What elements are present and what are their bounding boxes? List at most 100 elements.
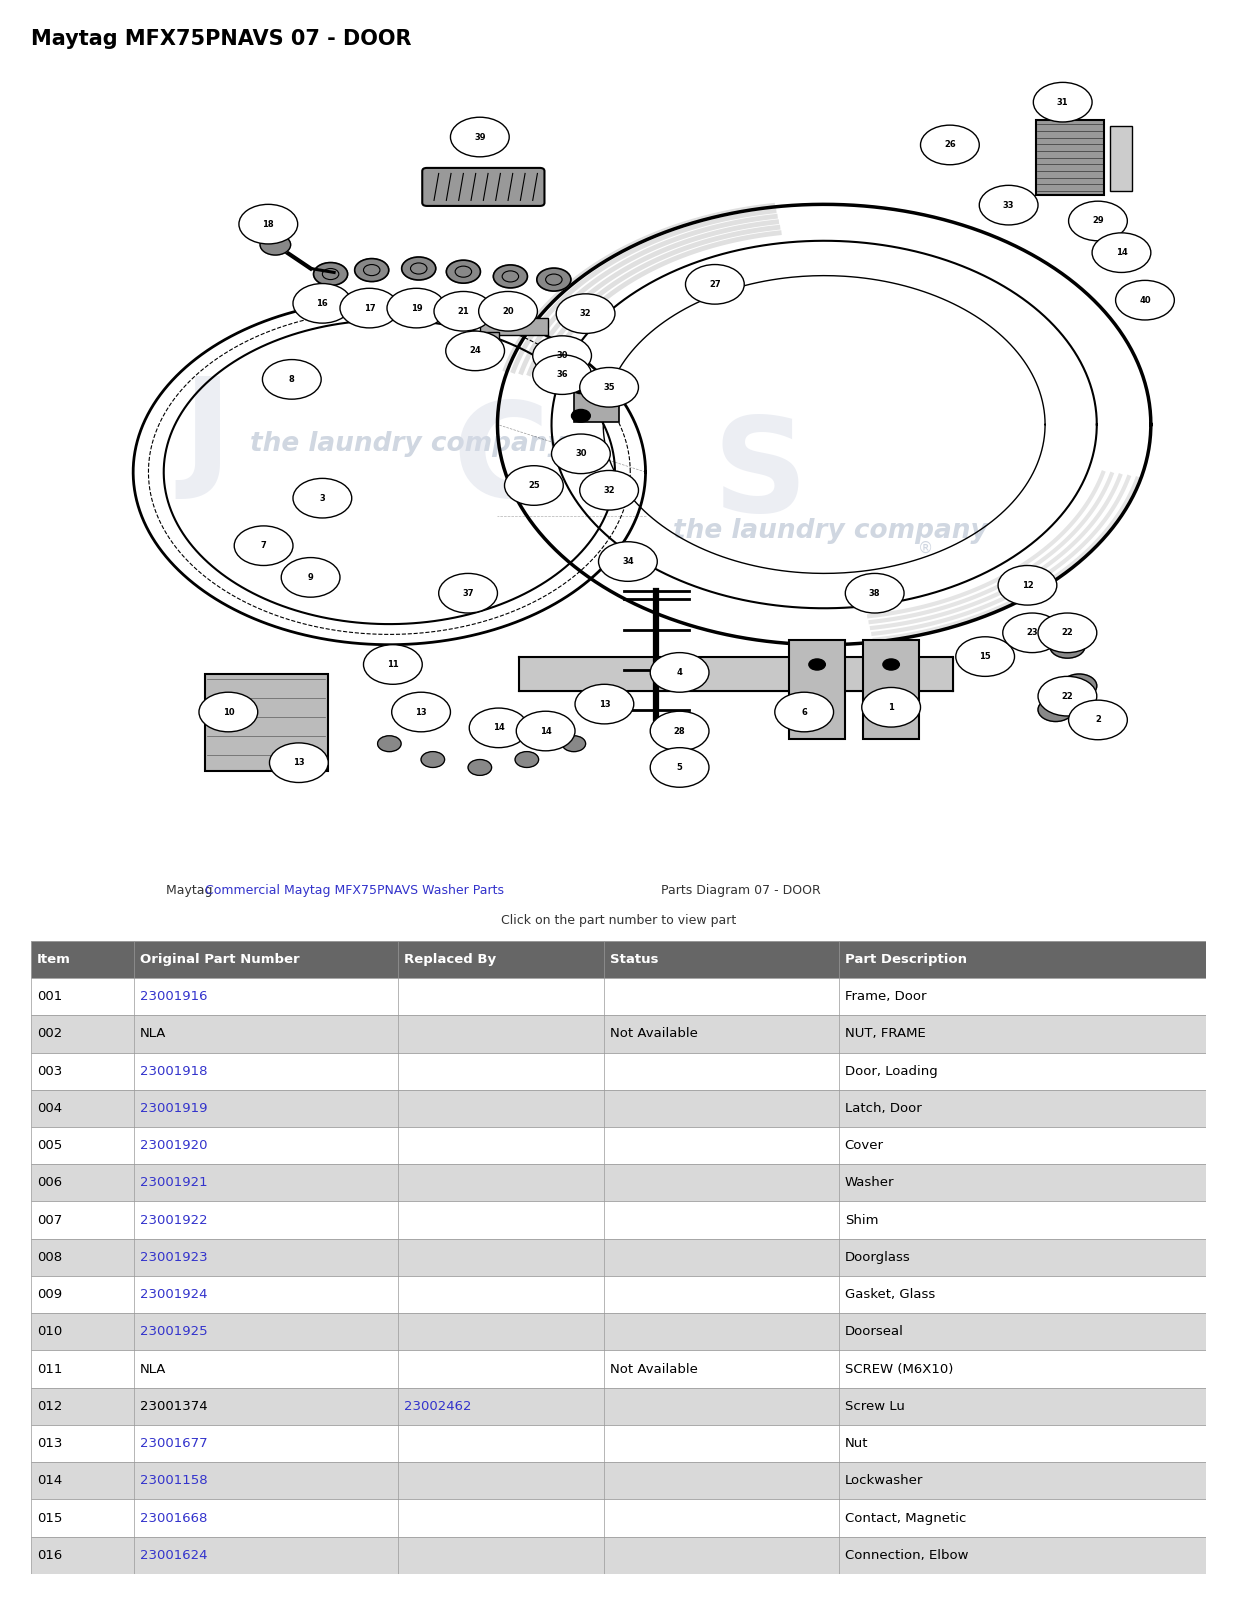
Text: Not Available: Not Available <box>610 1027 698 1040</box>
Text: Item: Item <box>37 954 71 966</box>
Bar <box>574 381 618 422</box>
Text: 1: 1 <box>888 702 894 712</box>
Text: 14: 14 <box>539 726 552 736</box>
Text: 16: 16 <box>317 299 328 307</box>
Text: 30: 30 <box>557 350 568 360</box>
Text: 33: 33 <box>1003 200 1014 210</box>
Text: 012: 012 <box>37 1400 62 1413</box>
Text: the laundry company: the laundry company <box>250 432 564 458</box>
Circle shape <box>1003 613 1061 653</box>
Circle shape <box>883 701 899 712</box>
Circle shape <box>537 269 571 291</box>
Text: Nut: Nut <box>845 1437 868 1450</box>
Text: 40: 40 <box>1139 296 1150 304</box>
Text: 7: 7 <box>261 541 266 550</box>
Text: 23001677: 23001677 <box>140 1437 208 1450</box>
Text: Door, Loading: Door, Loading <box>845 1064 938 1078</box>
Text: 37: 37 <box>463 589 474 598</box>
Text: 8: 8 <box>289 374 294 384</box>
Text: ®: ® <box>918 541 934 555</box>
Bar <box>789 640 845 739</box>
Circle shape <box>293 478 351 518</box>
Circle shape <box>445 331 505 371</box>
Text: Status: Status <box>610 954 658 966</box>
Text: 14: 14 <box>1116 248 1127 258</box>
Text: Doorseal: Doorseal <box>845 1325 903 1338</box>
Circle shape <box>434 291 492 331</box>
Text: 23001920: 23001920 <box>140 1139 207 1152</box>
Circle shape <box>377 736 401 752</box>
Text: 30: 30 <box>575 450 586 458</box>
Bar <box>31 1053 1206 1090</box>
Circle shape <box>862 688 920 726</box>
Text: 002: 002 <box>37 1027 62 1040</box>
Bar <box>480 331 499 360</box>
Circle shape <box>516 712 575 750</box>
Circle shape <box>1038 677 1097 715</box>
Text: 016: 016 <box>37 1549 62 1562</box>
Bar <box>31 1462 1206 1499</box>
Bar <box>31 1275 1206 1314</box>
Text: 004: 004 <box>37 1102 62 1115</box>
Circle shape <box>571 381 590 394</box>
Circle shape <box>505 466 563 506</box>
Text: 23001923: 23001923 <box>140 1251 208 1264</box>
Circle shape <box>402 258 435 280</box>
Text: 11: 11 <box>387 659 398 669</box>
Bar <box>31 1387 1206 1426</box>
Text: 19: 19 <box>411 304 422 312</box>
Text: Replaced By: Replaced By <box>404 954 496 966</box>
Circle shape <box>920 125 980 165</box>
Text: Screw Lu: Screw Lu <box>845 1400 904 1413</box>
Circle shape <box>956 637 1014 677</box>
Text: Frame, Door: Frame, Door <box>845 990 927 1003</box>
Circle shape <box>1050 634 1085 658</box>
Circle shape <box>1069 701 1127 739</box>
Text: Latch, Door: Latch, Door <box>845 1102 922 1115</box>
Text: Washer: Washer <box>845 1176 894 1189</box>
FancyBboxPatch shape <box>991 205 1027 218</box>
Text: Not Available: Not Available <box>610 1363 698 1376</box>
Text: Commercial Maytag MFX75PNAVS Washer Parts: Commercial Maytag MFX75PNAVS Washer Part… <box>205 883 503 898</box>
Circle shape <box>562 736 585 752</box>
Text: 28: 28 <box>674 726 685 736</box>
Text: 23001668: 23001668 <box>140 1512 207 1525</box>
Text: Shim: Shim <box>845 1214 878 1227</box>
Text: 35: 35 <box>604 382 615 392</box>
Text: 23001918: 23001918 <box>140 1064 207 1078</box>
Circle shape <box>651 747 709 787</box>
Bar <box>31 1126 1206 1165</box>
Circle shape <box>845 573 904 613</box>
Circle shape <box>552 434 610 474</box>
Circle shape <box>998 565 1056 605</box>
Circle shape <box>1038 613 1097 653</box>
Circle shape <box>533 355 591 395</box>
Circle shape <box>651 712 709 750</box>
Circle shape <box>364 645 422 685</box>
Text: 29: 29 <box>1092 216 1103 226</box>
Text: 20: 20 <box>502 307 513 315</box>
Text: the laundry company: the laundry company <box>673 518 987 544</box>
Circle shape <box>293 283 351 323</box>
Text: 015: 015 <box>37 1512 62 1525</box>
Text: 26: 26 <box>944 141 956 149</box>
Circle shape <box>533 336 591 376</box>
Text: 17: 17 <box>364 304 375 312</box>
Text: Parts Diagram 07 - DOOR: Parts Diagram 07 - DOOR <box>657 883 821 898</box>
Text: 27: 27 <box>709 280 721 290</box>
Bar <box>31 941 1206 978</box>
Bar <box>480 317 548 334</box>
Text: 014: 014 <box>37 1474 62 1488</box>
Text: 36: 36 <box>557 370 568 379</box>
Text: 2: 2 <box>1095 715 1101 725</box>
Text: 13: 13 <box>599 699 610 709</box>
Text: 12: 12 <box>1022 581 1033 590</box>
Circle shape <box>199 693 257 731</box>
Text: Cover: Cover <box>845 1139 883 1152</box>
Circle shape <box>1038 698 1074 722</box>
Text: 24: 24 <box>469 346 481 355</box>
Text: Gasket, Glass: Gasket, Glass <box>845 1288 935 1301</box>
Circle shape <box>479 291 537 331</box>
Text: 18: 18 <box>262 219 275 229</box>
Circle shape <box>1069 202 1127 240</box>
